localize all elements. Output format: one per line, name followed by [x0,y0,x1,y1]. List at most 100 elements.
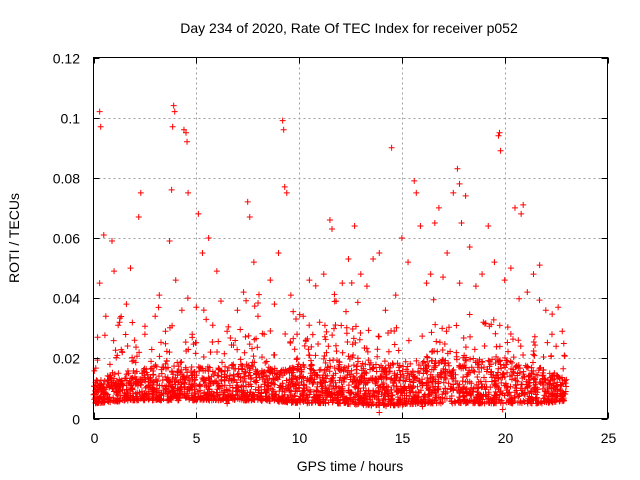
data-point [378,362,385,369]
data-point [316,319,323,326]
data-point [559,328,566,335]
data-point [496,322,503,329]
data-point [329,374,336,381]
data-point [456,394,463,401]
data-point [497,387,504,394]
data-point [215,338,222,345]
data-point [366,401,373,408]
data-point [304,335,311,342]
data-point [332,342,339,349]
y-tick-label: 0.08 [53,171,80,187]
data-point [225,397,232,404]
data-point [507,373,514,380]
data-point [445,324,452,331]
data-point [296,384,303,391]
data-point [242,333,249,340]
data-point [504,339,511,346]
data-point [253,379,260,386]
data-point [184,295,191,302]
data-point [174,372,181,379]
data-point [407,378,414,385]
data-point [445,380,452,387]
data-point [246,213,253,220]
data-point [460,334,467,341]
data-point [526,372,533,379]
data-point [371,394,378,401]
data-point [135,213,142,220]
data-point [532,381,539,388]
data-point [113,381,120,388]
data-point [391,341,398,348]
data-point [172,277,179,284]
data-point [530,351,537,358]
data-point [443,328,450,335]
data-point [409,368,416,375]
data-point [127,386,134,393]
data-point [254,313,261,320]
data-point [138,395,145,402]
data-point [415,389,422,396]
data-point [320,355,327,362]
data-point [177,359,184,366]
data-point [507,331,514,338]
data-point [186,395,193,402]
data-point [163,348,170,355]
data-point [237,361,244,368]
data-point [361,344,368,351]
data-point [146,395,153,402]
data-point [470,398,477,405]
data-point [245,332,252,339]
data-point [113,391,120,398]
data-point [536,378,543,385]
data-point [509,400,516,407]
data-point [289,396,296,403]
data-point [511,204,518,211]
data-point [548,390,555,397]
data-point [167,379,174,386]
data-point [466,367,473,374]
data-point [362,381,369,388]
data-point [513,387,520,394]
data-point [218,376,225,383]
data-point [262,372,269,379]
data-point [116,319,123,326]
data-point [376,409,383,416]
data-point [405,259,412,266]
data-point [226,388,233,395]
data-point [218,367,225,374]
data-point [485,222,492,229]
data-point [241,375,248,382]
data-point [370,256,377,263]
data-point [182,394,189,401]
data-point [354,355,361,362]
data-point [414,383,421,390]
data-point [108,379,115,386]
data-point [423,365,429,372]
data-point [283,189,290,196]
data-point [153,396,160,403]
data-point [206,386,213,393]
data-point [325,343,332,350]
data-point [168,386,175,393]
data-point [267,369,274,376]
data-point [464,378,471,385]
data-point [429,387,436,394]
data-point [439,325,446,332]
data-point [533,394,540,401]
data-point [504,391,511,398]
data-point [158,370,165,377]
data-point [292,315,299,322]
data-point [321,367,328,374]
data-point [115,370,122,377]
data-point [518,381,525,388]
data-point [475,378,482,385]
data-point [174,387,181,394]
data-point [388,327,395,334]
data-point [420,358,427,365]
data-point [219,359,226,366]
data-point [137,376,144,383]
data-point [530,271,537,278]
data-point [453,322,460,329]
data-point [91,396,98,403]
data-point [283,377,290,384]
